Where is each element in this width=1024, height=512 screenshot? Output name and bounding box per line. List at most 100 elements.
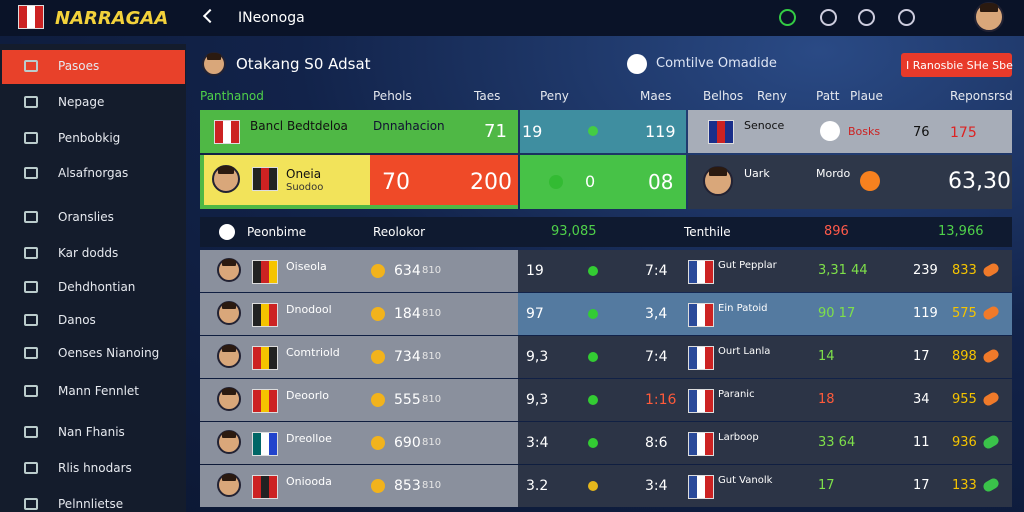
stat: 08 (648, 170, 674, 194)
panel-subtitle: Comtilve Omadide (656, 56, 777, 71)
stat: 11 (913, 435, 930, 450)
stat: 3.2 (526, 478, 549, 494)
player-name: Comtriold (286, 346, 340, 359)
dot (627, 54, 647, 74)
sidebar-item[interactable]: Mann Fennlet (58, 384, 139, 398)
section-bar (200, 217, 1012, 247)
flag (252, 475, 278, 499)
row-left (200, 422, 518, 464)
sidebar-item[interactable]: Pasoes (58, 59, 100, 73)
row-right (518, 250, 1012, 292)
stat: 34 (913, 392, 930, 407)
sidebar-item[interactable]: Pelnnlietse (58, 497, 124, 511)
icon-button (858, 9, 875, 26)
player-name: Deoorlo (286, 389, 330, 402)
tag: 810 (422, 308, 442, 319)
column-header: Reponsrsd (950, 89, 1013, 103)
stat: 955 (952, 392, 977, 407)
avatar-hair (221, 345, 237, 353)
section-value: 896 (824, 224, 849, 239)
avatar-hair (217, 166, 235, 175)
score: 734 (394, 349, 421, 365)
row-left (200, 250, 518, 292)
sidebar-icon (24, 498, 38, 510)
tag: 810 (422, 394, 442, 405)
team: Gut Vanolk (718, 475, 773, 486)
stat: 1:16 (645, 392, 677, 408)
sidebar-item[interactable]: Penbobkig (58, 131, 121, 145)
player-name: Dreolloe (286, 432, 332, 445)
dot (371, 479, 385, 493)
avatar (703, 166, 733, 196)
featured-a-left (200, 110, 518, 153)
top-bar (0, 0, 1024, 36)
stat: 63,30 (948, 169, 1011, 194)
sidebar-item[interactable]: Kar dodds (58, 246, 119, 260)
row-right (518, 336, 1012, 378)
stat: 97 (526, 306, 544, 322)
sidebar-icon (24, 314, 38, 326)
featured-a-right (688, 110, 1012, 153)
tag: Mordo (816, 167, 851, 180)
column-header: Taes (474, 89, 501, 103)
sidebar-item[interactable]: Oranslies (58, 210, 114, 224)
section-value: 93,085 (551, 224, 597, 239)
flag (688, 475, 714, 499)
sidebar-item[interactable]: Oenses Nianoing (58, 346, 160, 360)
flag (252, 303, 278, 327)
points: 200 (470, 170, 512, 195)
score: 690 (394, 435, 421, 451)
dot (588, 309, 598, 319)
score: 853 (394, 478, 421, 494)
stat: 90 17 (818, 306, 856, 321)
sidebar-item[interactable]: Nepage (58, 95, 105, 109)
sidebar-item[interactable]: Alsafnorgas (58, 166, 129, 180)
sidebar-icon (24, 96, 38, 108)
stat: 17 (818, 478, 835, 493)
column-header: Panthanod (200, 89, 264, 103)
flag (214, 120, 240, 144)
row-left (200, 336, 518, 378)
stat: 7:4 (645, 263, 668, 279)
stat: 0 (585, 172, 596, 191)
tag: 810 (422, 265, 442, 276)
dot (588, 438, 598, 448)
avatar-hair (980, 3, 998, 12)
row-right (518, 379, 1012, 421)
featured-b-red (370, 155, 518, 205)
column-header: Maes (640, 89, 672, 103)
column-header: Reny (757, 89, 787, 103)
dot (371, 436, 385, 450)
flag (252, 389, 278, 413)
team: Gut Pepplar (718, 260, 777, 271)
stat: 9,3 (526, 349, 549, 365)
icon-button (779, 9, 796, 26)
tag: 810 (422, 351, 442, 362)
sidebar-active (2, 50, 185, 84)
icon-button (898, 9, 915, 26)
row-left (200, 379, 518, 421)
stat: 3,4 (645, 306, 668, 322)
column-header: Peny (540, 89, 569, 103)
stat: 175 (950, 125, 977, 141)
points: 70 (382, 170, 410, 195)
stat: 239 (913, 263, 938, 278)
row-right (518, 422, 1012, 464)
stat: 19 (526, 263, 544, 279)
sidebar-item[interactable]: Nan Fhanis (58, 425, 125, 439)
sidebar-item[interactable]: Rlis hnodars (58, 461, 132, 475)
dot (371, 350, 385, 364)
dot (588, 352, 598, 362)
sidebar-item[interactable]: Dehdhontian (58, 280, 136, 294)
dot (371, 307, 385, 321)
stat: 14 (818, 349, 835, 364)
avatar-hair (221, 302, 237, 310)
featured-b-right (688, 155, 1012, 209)
stat: 3,31 44 (818, 263, 868, 278)
flag (252, 432, 278, 456)
sidebar-item[interactable]: Danos (58, 313, 96, 327)
flag (252, 346, 278, 370)
dot (371, 393, 385, 407)
panel-button-label[interactable]: I Ranosbie SHe Sbe (906, 59, 1013, 72)
team: Ein Patoid (718, 303, 768, 314)
